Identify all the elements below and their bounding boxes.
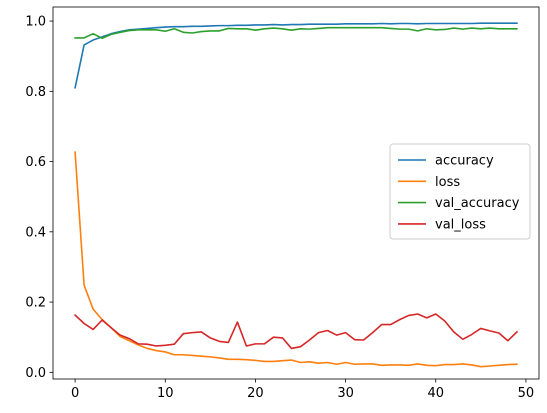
series-layer [73,22,519,368]
series-line-val-accuracy [74,26,518,40]
x-tick-label: 40 [427,386,444,401]
x-tick-label: 0 [71,386,79,401]
series-line-accuracy [74,22,518,89]
legend-box [389,143,531,240]
series-line-val-loss [73,313,519,350]
plot-frame [52,6,540,380]
legend: accuracy loss val_accuracy val_loss [389,143,531,240]
x-tick-label: 20 [247,386,264,401]
x-tick-label: 50 [518,386,535,401]
x-tick-label: 10 [157,386,174,401]
y-tick-label: 1.0 [25,15,46,30]
series-line-loss [74,151,518,368]
y-tick-label: 0.0 [25,366,46,381]
legend-label-val-loss: val_loss [435,217,486,232]
legend-label-loss: loss [435,175,460,190]
y-tick-label: 0.8 [25,85,46,100]
legend-label-accuracy: accuracy [435,154,494,169]
axes-layer: 0 10 20 30 40 50 0.0 0.2 0.4 0.6 0.8 1.0 [25,6,540,401]
legend-label-val-accuracy: val_accuracy [435,196,520,211]
y-tick-label: 0.2 [25,296,46,311]
x-tick-label: 30 [337,386,354,401]
y-tick-label: 0.6 [25,155,46,170]
y-tick-label: 0.4 [25,225,46,240]
